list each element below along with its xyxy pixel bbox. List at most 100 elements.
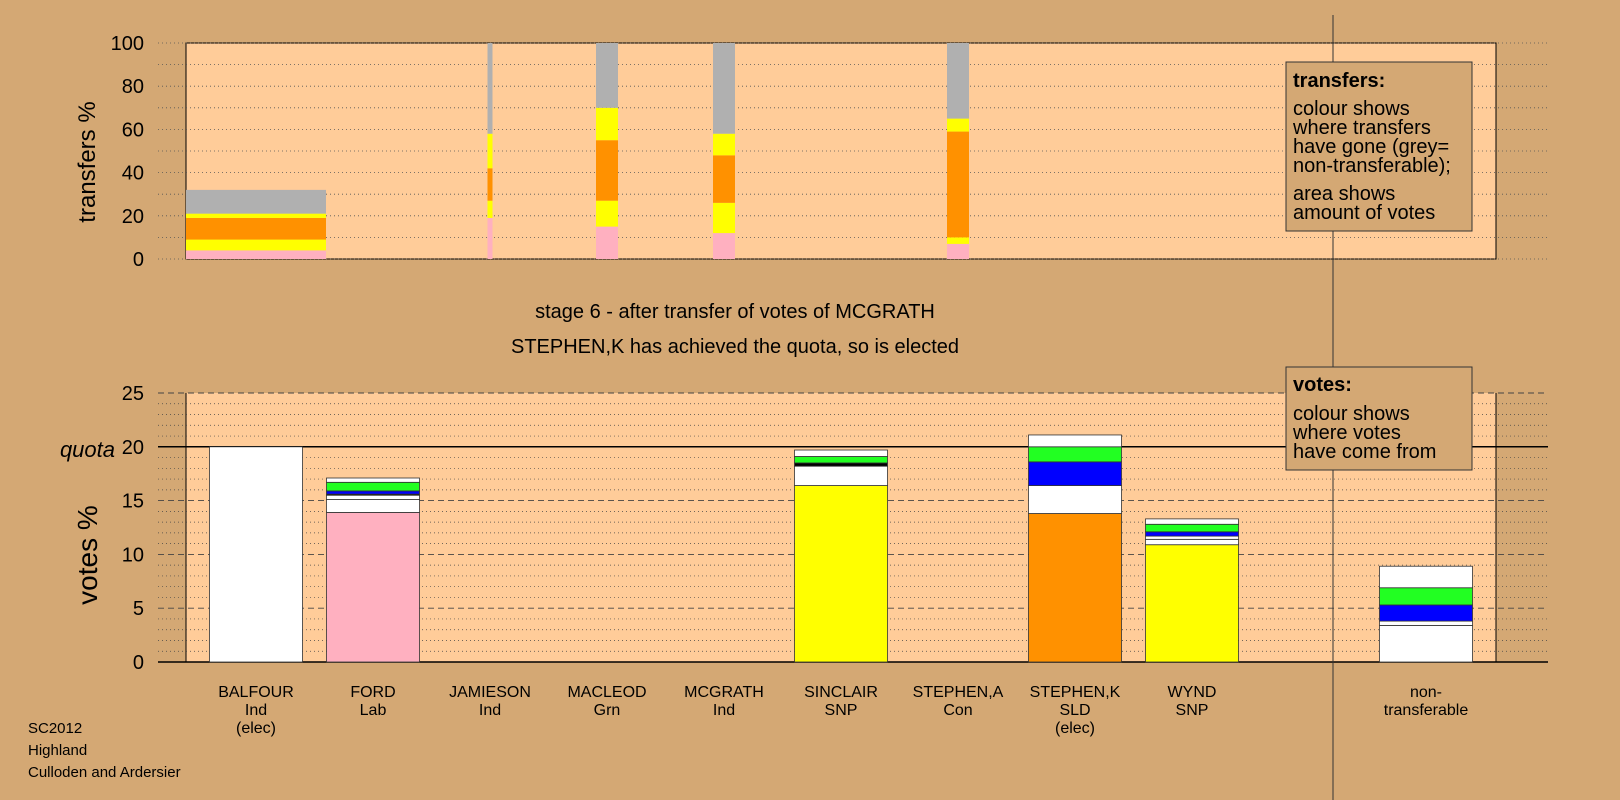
transfers-y-tick-label: 20 [122, 206, 144, 228]
votes-y-tick-label: 0 [133, 652, 144, 674]
transfers-bar-segment [487, 168, 493, 201]
transfers-y-tick-label: 0 [133, 249, 144, 271]
candidate-label: non- [1410, 684, 1442, 701]
transfers-y-ticks: 0 20 40 60 80 100 [111, 33, 144, 271]
transfers-bar-segment [947, 243, 969, 259]
votes-bar-segment [326, 494, 420, 500]
votes-bar-segment [326, 512, 420, 663]
votes-bar-segment [326, 499, 420, 513]
transfers-bar-segment [596, 226, 618, 259]
votes-bar-segment [1145, 523, 1239, 533]
transfers-bar-segment [713, 202, 735, 234]
candidate-label: Con [943, 702, 972, 719]
votes-legend-line: have come from [1293, 441, 1436, 463]
footer-election: SC2012 [28, 720, 82, 737]
votes-legend-title: votes: [1293, 374, 1352, 396]
votes-y-tick-label: 10 [122, 544, 144, 566]
transfers-bar-segment [487, 217, 493, 259]
votes-legend-line: where votes [1292, 422, 1401, 444]
votes-bar-segment [1028, 513, 1122, 663]
candidate-label: FORD [350, 684, 395, 701]
votes-bar-segment [1028, 461, 1122, 486]
votes-bar-segment [1145, 518, 1239, 525]
transfers-plot-area [185, 42, 1497, 260]
transfers-legend-line: non-transferable); [1293, 155, 1451, 177]
candidate-label: STEPHEN,K [1030, 684, 1121, 701]
candidate-label: SLD [1059, 702, 1090, 719]
candidate-label: (elec) [1055, 720, 1095, 737]
transfers-bar-segment [947, 118, 969, 132]
candidate-label: Ind [713, 702, 735, 719]
transfers-legend-line: have gone (grey= [1293, 136, 1449, 158]
transfers-legend: transfers: colour shows where transfers … [1285, 61, 1473, 232]
votes-bar-segment [1028, 434, 1122, 448]
candidate-label: MCGRATH [684, 684, 764, 701]
votes-bar-segment [1379, 625, 1473, 663]
transfers-legend-line: colour shows [1293, 98, 1410, 120]
votes-bar-segment [1145, 535, 1239, 540]
transfers-bar-segment [186, 189, 326, 214]
candidate-label: Ind [479, 702, 501, 719]
transfers-bars [186, 43, 969, 259]
transfers-bar-segment [596, 140, 618, 201]
votes-y-ticks: 0 5 10 15 20 25 [122, 383, 144, 674]
votes-bar-segment [1379, 587, 1473, 606]
votes-bar-segment [794, 465, 888, 486]
transfers-bar-segment [713, 133, 735, 156]
transfers-bar-segment [487, 43, 493, 134]
candidate-label: Lab [360, 702, 387, 719]
votes-bars [209, 434, 1473, 663]
votes-y-tick-label: 25 [122, 383, 144, 405]
candidate-label: STEPHEN,A [913, 684, 1004, 701]
candidate-label: (elec) [236, 720, 276, 737]
transfers-bar-segment [596, 107, 618, 141]
transfers-bar-segment [947, 43, 969, 119]
votes-bar-segment [794, 462, 888, 467]
candidate-label: SNP [825, 702, 858, 719]
candidate-labels: BALFOURInd(elec)FORDLabJAMIESONIndMACLEO… [218, 684, 1468, 737]
candidate-label: transferable [1384, 702, 1469, 719]
votes-bar-segment [1028, 446, 1122, 463]
votes-bar-segment [1145, 538, 1239, 546]
transfers-bar-segment [487, 200, 493, 218]
transfers-y-tick-label: 40 [122, 163, 144, 185]
votes-bar-segment [794, 449, 888, 457]
candidate-label: Ind [245, 702, 267, 719]
transfers-y-tick-label: 100 [111, 33, 144, 55]
transfers-legend-line: where transfers [1292, 117, 1431, 139]
votes-legend: votes: colour shows where votes have com… [1285, 366, 1473, 471]
transfers-bar-segment [947, 237, 969, 244]
votes-bar-segment [794, 456, 888, 464]
votes-bar-segment [1379, 620, 1473, 626]
votes-bar-segment [326, 477, 420, 483]
votes-legend-line: colour shows [1293, 403, 1410, 425]
transfers-bar-segment [186, 213, 326, 218]
transfers-bar-segment [713, 155, 735, 203]
stage-caption: stage 6 - after transfer of votes of MCG… [535, 301, 935, 323]
transfers-bar-segment [713, 233, 735, 259]
votes-bar-segment [794, 485, 888, 663]
quota-label: quota [60, 437, 115, 462]
candidate-label: WYND [1168, 684, 1217, 701]
votes-bar-segment [326, 481, 420, 492]
votes-bar-segment [1379, 604, 1473, 622]
votes-bar-segment [1028, 485, 1122, 514]
votes-bar-segment [1379, 565, 1473, 589]
transfers-y-axis-label: transfers % [74, 101, 101, 222]
transfers-y-tick-label: 80 [122, 76, 144, 98]
transfers-legend-line: area shows [1293, 183, 1395, 205]
votes-bar-segment [1145, 544, 1239, 663]
footer-ward: Culloden and Ardersier [28, 764, 181, 781]
transfers-legend-box [1285, 61, 1473, 232]
transfers-bar-segment [596, 43, 618, 108]
votes-bar-segment [1145, 531, 1239, 537]
elected-caption: STEPHEN,K has achieved the quota, so is … [511, 336, 959, 358]
transfers-legend-line: amount of votes [1293, 202, 1435, 224]
transfers-bar-segment [186, 239, 326, 251]
votes-bar-segment [209, 446, 303, 663]
transfers-bar-segment [186, 217, 326, 240]
candidate-label: Grn [594, 702, 621, 719]
footer-council: Highland [28, 742, 87, 759]
votes-y-axis-label: votes % [72, 505, 103, 605]
votes-y-tick-label: 15 [122, 491, 144, 513]
